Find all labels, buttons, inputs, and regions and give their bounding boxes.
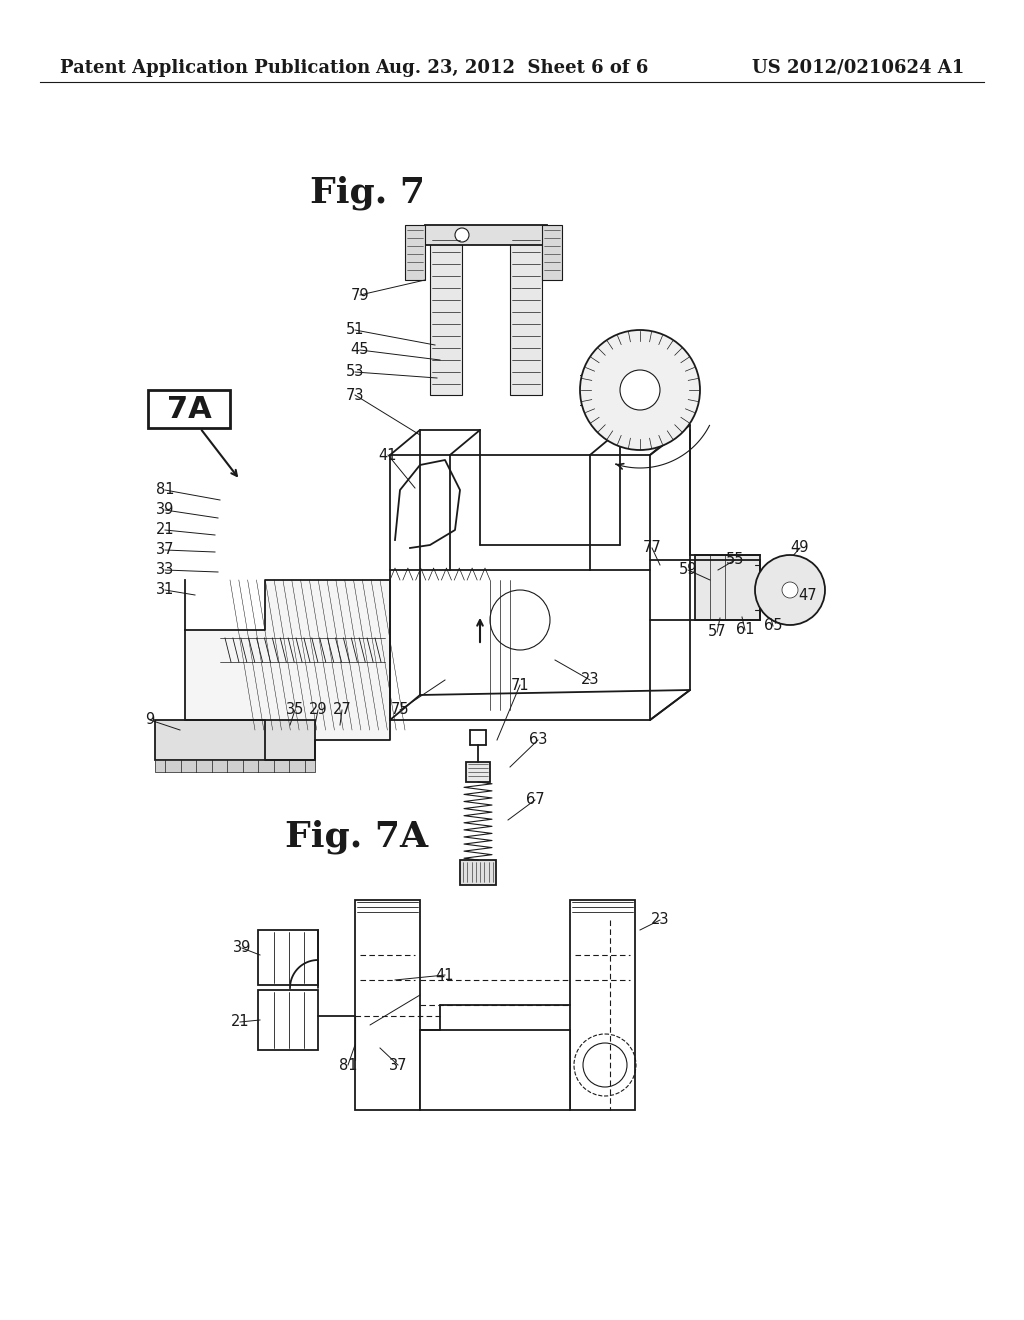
Bar <box>570 900 635 1110</box>
Text: 75: 75 <box>391 702 410 718</box>
Text: Patent Application Publication: Patent Application Publication <box>60 59 371 77</box>
Text: 31: 31 <box>156 582 174 598</box>
Text: 37: 37 <box>156 543 174 557</box>
Text: Aug. 23, 2012  Sheet 6 of 6: Aug. 23, 2012 Sheet 6 of 6 <box>376 59 648 77</box>
Circle shape <box>755 554 825 624</box>
Text: Fig. 7A: Fig. 7A <box>285 820 428 854</box>
Text: 71: 71 <box>511 677 529 693</box>
Text: 65: 65 <box>764 619 782 634</box>
Text: 77: 77 <box>643 540 662 556</box>
Bar <box>695 554 760 620</box>
Text: 57: 57 <box>708 624 726 639</box>
Text: 51: 51 <box>346 322 365 338</box>
Bar <box>155 719 315 760</box>
Text: 59: 59 <box>679 562 697 578</box>
Text: 21: 21 <box>230 1015 249 1030</box>
Text: 39: 39 <box>156 503 174 517</box>
Text: 81: 81 <box>339 1057 357 1072</box>
Text: 81: 81 <box>156 483 174 498</box>
Circle shape <box>580 330 700 450</box>
Bar <box>420 1030 570 1110</box>
Bar <box>425 224 547 246</box>
Text: 53: 53 <box>346 364 365 380</box>
Bar <box>466 762 490 781</box>
Bar <box>355 900 420 1110</box>
Bar <box>148 389 230 428</box>
Text: 13: 13 <box>636 437 654 453</box>
Text: 7A: 7A <box>167 395 211 424</box>
Text: 67: 67 <box>525 792 545 808</box>
Text: Fig. 7: Fig. 7 <box>310 176 425 210</box>
Circle shape <box>455 228 469 242</box>
Text: 21: 21 <box>156 523 174 537</box>
Text: 49: 49 <box>791 540 809 556</box>
Text: US 2012/0210624 A1: US 2012/0210624 A1 <box>752 59 964 77</box>
Bar <box>406 224 425 280</box>
Text: 47: 47 <box>799 587 817 602</box>
Circle shape <box>620 370 660 411</box>
Circle shape <box>782 582 798 598</box>
Text: 27: 27 <box>333 702 351 718</box>
Text: 45: 45 <box>351 342 370 358</box>
Text: 55: 55 <box>726 553 744 568</box>
Text: 79: 79 <box>350 288 370 302</box>
Text: 39: 39 <box>232 940 251 956</box>
Text: 29: 29 <box>308 702 328 718</box>
Text: 37: 37 <box>389 1057 408 1072</box>
Bar <box>258 931 318 985</box>
Text: 35: 35 <box>286 702 304 718</box>
Text: 41: 41 <box>436 968 455 982</box>
Circle shape <box>583 1043 627 1086</box>
Bar <box>460 861 496 884</box>
Bar <box>510 235 542 395</box>
Text: 9: 9 <box>145 713 155 727</box>
Bar <box>430 235 462 395</box>
Text: 23: 23 <box>650 912 670 928</box>
Bar <box>155 760 315 772</box>
Text: 73: 73 <box>346 388 365 403</box>
Text: 23: 23 <box>581 672 599 688</box>
Circle shape <box>490 590 550 649</box>
Text: 61: 61 <box>736 623 755 638</box>
Text: 63: 63 <box>528 733 547 747</box>
Bar <box>542 224 562 280</box>
Text: 33: 33 <box>156 562 174 578</box>
Text: 41: 41 <box>379 447 397 462</box>
Bar <box>258 990 318 1049</box>
Polygon shape <box>185 579 390 760</box>
